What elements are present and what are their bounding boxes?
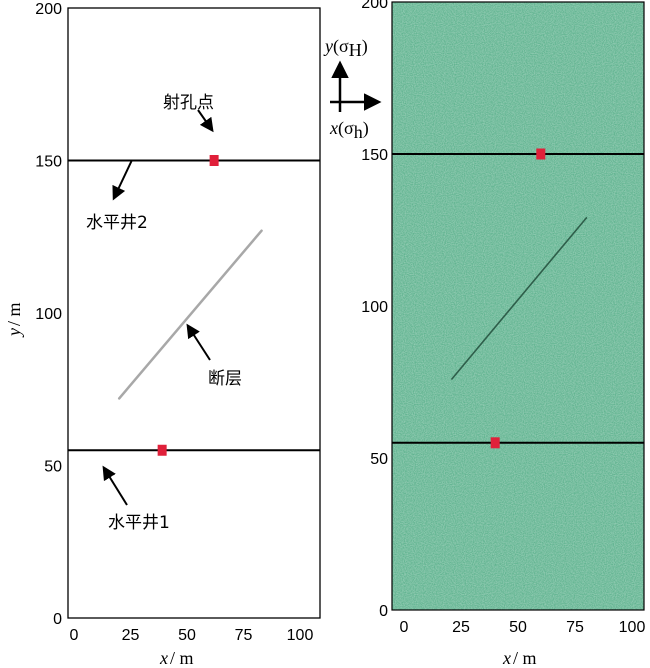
y-tick-label: 150 [35,154,62,171]
rock-matrix-texture [392,2,644,610]
x-tick-label: 100 [287,627,314,644]
y-tick-label: 100 [361,299,388,316]
well2-arrow [112,159,133,201]
y-tick-label: 200 [35,1,62,18]
right-y-tick-labels: 0 50 100 150 200 [361,0,388,620]
left-x-tick-labels: 0 25 50 75 100 [70,627,314,644]
y-tick-label: 200 [361,0,388,12]
left-x-axis-label: x / m [159,648,194,668]
perforation-point-2-right [536,148,546,160]
left-plot-frame [67,7,321,619]
perforation-point-1 [157,444,167,456]
right-x-tick-labels: 0 25 50 75 100 [400,619,646,636]
well2-label: 水平井2 [86,213,148,233]
perforation-label: 射孔点 [163,93,214,113]
right-x-axis-label: x / m [502,648,537,668]
y-tick-label: 50 [44,459,62,476]
x-tick-label: 25 [122,627,140,644]
right-panel: 0 50 100 150 200 0 25 50 75 100 x / m y(σH) x(σh) [323,0,645,668]
perforation-arrow [197,109,214,133]
sigma-h-max-label: y(σH) [323,36,368,60]
well1-label: 水平井1 [108,513,170,533]
fault-line-right [451,217,588,380]
stress-direction-legend: y(σH) x(σh) [323,36,382,142]
fault-line [117,229,263,400]
y-tick-label: 150 [361,147,388,164]
y-tick-label: 100 [35,306,62,323]
y-tick-label: 0 [379,603,388,620]
well1-arrow [102,465,128,506]
y-tick-label: 50 [370,451,388,468]
x-tick-label: 0 [400,619,409,636]
fault-label: 断层 [208,369,242,389]
x-tick-label: 0 [70,627,79,644]
x-tick-label: 75 [566,619,584,636]
left-y-tick-labels: 0 50 100 150 200 [35,1,62,628]
x-tick-label: 50 [178,627,196,644]
x-tick-label: 75 [235,627,253,644]
y-tick-label: 0 [53,611,62,628]
perforation-point-1-right [490,437,500,449]
sigma-h-min-label: x(σh) [329,118,369,142]
left-y-axis-label: y/ m [4,302,24,338]
fault-arrow [186,323,211,361]
x-tick-label: 100 [619,619,646,636]
right-plot-frame [391,1,645,611]
left-panel: 0 50 100 150 200 0 25 50 75 100 射孔点 水平井2 断层 水平井1… [4,1,321,668]
x-tick-label: 25 [452,619,470,636]
perforation-point-2 [209,155,219,166]
x-tick-label: 50 [509,619,527,636]
